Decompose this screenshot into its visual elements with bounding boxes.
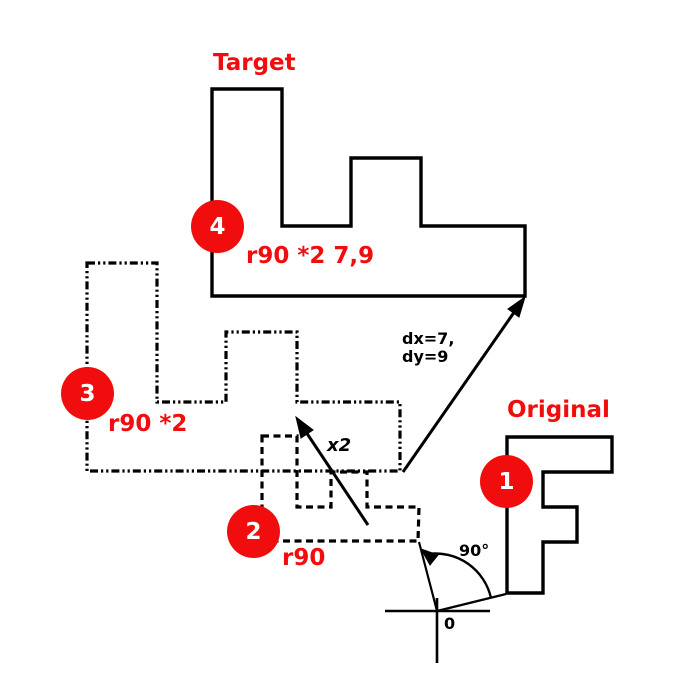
step3-label: r90 *2 bbox=[108, 411, 188, 437]
ray-to-original-corner bbox=[436, 592, 507, 613]
rotation-arrow-head bbox=[419, 548, 439, 566]
rotation-arc bbox=[427, 552, 493, 599]
ray-to-rotated-corner bbox=[417, 541, 439, 612]
dx-annotation: dx=7, bbox=[402, 329, 455, 348]
step-badge-3-number: 3 bbox=[79, 380, 96, 407]
step-badge-4: 4 bbox=[191, 200, 244, 253]
rotated-scaled-shape bbox=[85, 261, 402, 473]
translate-arrow-line bbox=[401, 310, 517, 473]
target-label: Target bbox=[213, 50, 296, 76]
rotation-angle-annotation: 90° bbox=[459, 541, 490, 560]
scale-factor-annotation: x2 bbox=[327, 435, 352, 456]
dy-annotation: dy=9 bbox=[402, 347, 449, 366]
step-badge-1: 1 bbox=[480, 455, 533, 508]
scale-arrow-head bbox=[295, 415, 314, 439]
step-badge-4-number: 4 bbox=[209, 213, 226, 240]
target-shape bbox=[210, 87, 527, 298]
step2-label: r90 bbox=[282, 545, 326, 571]
step-badge-3: 3 bbox=[61, 367, 114, 420]
rotated-shape bbox=[260, 434, 421, 543]
step-badge-2: 2 bbox=[227, 505, 280, 558]
translate-arrow-head bbox=[507, 295, 526, 318]
step-badge-1-number: 1 bbox=[498, 468, 515, 495]
original-shape bbox=[505, 435, 614, 595]
scale-arrow-line bbox=[300, 425, 370, 526]
original-label: Original bbox=[507, 397, 610, 423]
origin-annotation: 0 bbox=[444, 614, 456, 633]
step4-label: r90 *2 7,9 bbox=[246, 243, 375, 269]
step-badge-2-number: 2 bbox=[245, 518, 262, 545]
